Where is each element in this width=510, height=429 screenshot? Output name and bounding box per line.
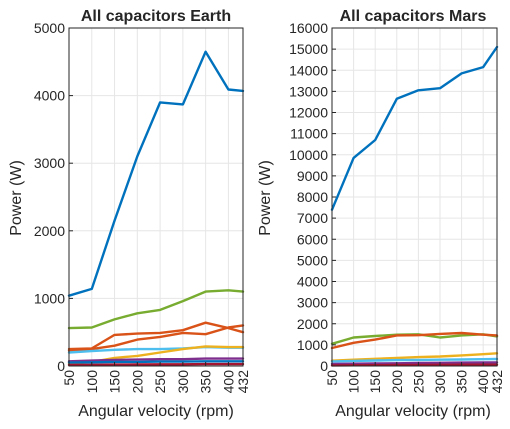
x-tick-label: 100 bbox=[84, 370, 100, 394]
series-line-7 bbox=[67, 357, 245, 363]
x-tick-label: 100 bbox=[346, 370, 362, 394]
y-tick-label: 14000 bbox=[289, 62, 328, 78]
x-tick-label: 50 bbox=[61, 370, 77, 386]
y-tick-label: 1000 bbox=[297, 337, 328, 353]
y-tick-label: 15000 bbox=[289, 41, 328, 57]
y-tick-label: 4000 bbox=[34, 88, 65, 104]
series-line-2 bbox=[67, 289, 245, 330]
chart-mars: All capacitors Mars Power (W) Angular ve… bbox=[257, 8, 505, 420]
x-tick-label: 150 bbox=[107, 370, 123, 394]
x-tick-label: 250 bbox=[152, 370, 168, 394]
y-tick-label: 0 bbox=[57, 358, 65, 374]
y-tick-label: 4000 bbox=[297, 274, 328, 290]
plot-frame bbox=[68, 27, 244, 367]
y-tick-label: 16000 bbox=[289, 20, 328, 36]
x-tick-label: 400 bbox=[475, 370, 491, 394]
x-tick-label: 432 bbox=[489, 370, 505, 394]
y-tick-label: 11000 bbox=[290, 126, 328, 142]
y-tick-label: 12000 bbox=[289, 105, 328, 121]
y-tick-label: 2000 bbox=[297, 316, 328, 332]
x-tick-label: 150 bbox=[367, 370, 383, 394]
series-line-1 bbox=[67, 50, 245, 297]
chart-title: All capacitors Mars bbox=[340, 8, 487, 25]
x-tick-label: 400 bbox=[220, 370, 236, 394]
series-line-3 bbox=[330, 331, 499, 350]
y-tick-label: 7000 bbox=[297, 210, 328, 226]
y-tick-label: 3000 bbox=[297, 295, 328, 311]
plot-area bbox=[69, 28, 243, 366]
y-tick-label: 5000 bbox=[297, 252, 328, 268]
x-tick-label: 200 bbox=[389, 370, 405, 394]
x-axis-label: Angular velocity (rpm) bbox=[335, 403, 491, 420]
y-tick-label: 10000 bbox=[289, 147, 328, 163]
series-line-1 bbox=[330, 45, 499, 211]
series-line-7 bbox=[330, 363, 499, 367]
y-axis-label: Power (W) bbox=[8, 160, 25, 236]
y-tick-label: 5000 bbox=[34, 20, 65, 36]
y-tick-label: 13000 bbox=[289, 83, 328, 99]
x-tick-label: 432 bbox=[235, 370, 251, 394]
series-line-8 bbox=[67, 360, 245, 364]
y-tick-label: 6000 bbox=[297, 231, 328, 247]
y-axis-label: Power (W) bbox=[257, 160, 274, 236]
x-tick-label: 300 bbox=[175, 370, 191, 394]
series-line-4 bbox=[330, 352, 499, 362]
chart-earth: All capacitors Earth Power (W) Angular v… bbox=[8, 8, 251, 420]
chart-title: All capacitors Earth bbox=[81, 8, 231, 25]
y-tick-label: 9000 bbox=[297, 168, 328, 184]
series-line-3 bbox=[67, 321, 245, 351]
x-tick-label: 200 bbox=[129, 370, 145, 394]
x-tick-label: 250 bbox=[410, 370, 426, 394]
y-tick-label: 1000 bbox=[34, 290, 65, 306]
y-tick-label: 3000 bbox=[34, 155, 65, 171]
x-tick-label: 50 bbox=[324, 370, 340, 386]
y-tick-label: 0 bbox=[320, 358, 328, 374]
y-tick-label: 2000 bbox=[34, 223, 65, 239]
x-axis-label: Angular velocity (rpm) bbox=[78, 403, 234, 420]
series-line-5 bbox=[330, 357, 499, 363]
series-line-9 bbox=[67, 362, 245, 367]
x-tick-label: 350 bbox=[198, 370, 214, 394]
x-tick-label: 350 bbox=[454, 370, 470, 394]
x-tick-label: 300 bbox=[432, 370, 448, 394]
y-tick-label: 8000 bbox=[297, 189, 328, 205]
series-line-4 bbox=[67, 324, 245, 352]
